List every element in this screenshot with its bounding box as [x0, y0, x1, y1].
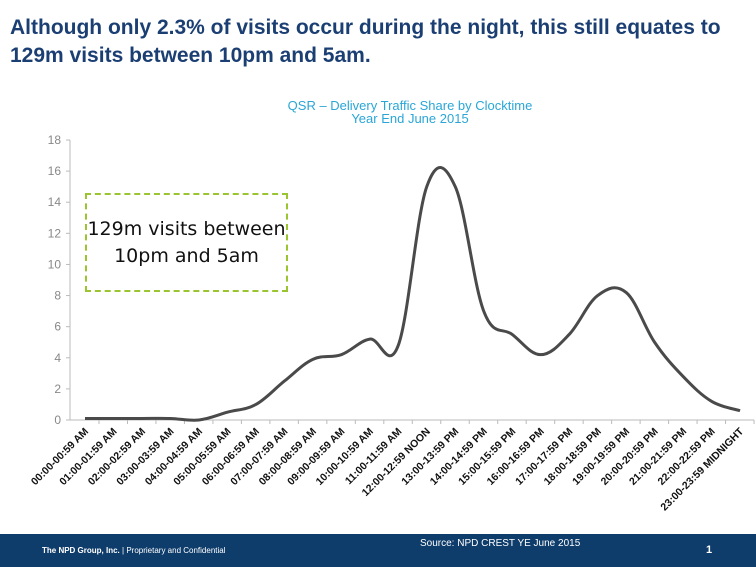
callout-box: 129m visits between 10pm and 5am	[85, 193, 288, 292]
footer-left: The NPD Group, Inc. | Proprietary and Co…	[42, 546, 226, 555]
y-tick-label: 8	[54, 289, 61, 303]
footer: The NPD Group, Inc. | Proprietary and Co…	[0, 534, 756, 567]
y-tick-label: 0	[54, 413, 61, 427]
y-tick-label: 12	[48, 226, 62, 240]
y-tick-label: 14	[48, 195, 62, 209]
chart-subtitle: Year End June 2015	[351, 111, 469, 126]
y-tick-label: 4	[54, 351, 61, 365]
y-tick-label: 18	[48, 133, 62, 147]
footer-separator: |	[122, 546, 125, 555]
headline: Although only 2.3% of visits occur durin…	[10, 16, 721, 67]
chart-title: QSR – Delivery Traffic Share by Clocktim…	[287, 98, 533, 113]
y-tick-label: 6	[54, 320, 61, 334]
source-note: Source: NPD CREST YE June 2015	[420, 538, 581, 549]
confidential-label: Proprietary and Confidential	[126, 546, 226, 555]
y-tick-label: 10	[48, 257, 62, 271]
y-tick-label: 2	[54, 382, 61, 396]
chart-title-block: QSR – Delivery Traffic Share by Clocktim…	[200, 99, 620, 125]
page-number: 1	[706, 544, 713, 556]
company-name: The NPD Group, Inc.	[42, 546, 120, 555]
y-tick-label: 16	[48, 164, 62, 178]
